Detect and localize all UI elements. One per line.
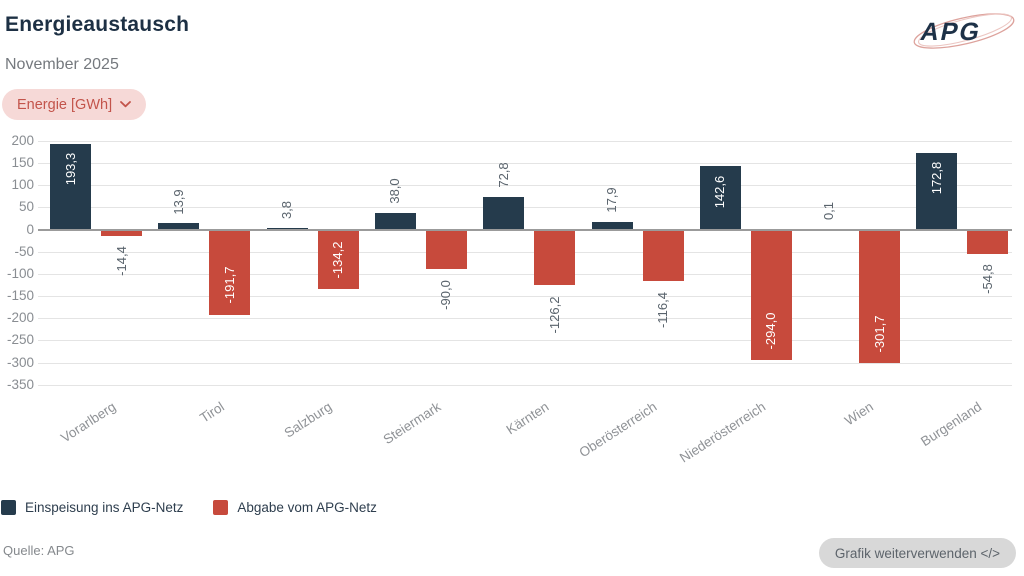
bar-einspeisung-Niederösterreich[interactable] xyxy=(699,166,741,230)
legend-swatch-icon xyxy=(213,500,229,515)
bar-abgabe-Kärnten[interactable] xyxy=(534,229,576,286)
bar-value-label: -90,0 xyxy=(438,280,454,310)
y-axis-tick-label: 50 xyxy=(18,199,34,215)
bar-einspeisung-Vorarlberg[interactable] xyxy=(50,143,91,230)
x-axis-line xyxy=(38,228,1012,231)
period-subtitle: November 2025 xyxy=(5,56,119,73)
page-title: Energieaustausch xyxy=(5,13,190,36)
bar-value-label: -14,4 xyxy=(113,246,129,277)
bar-value-label: 172,8 xyxy=(928,162,944,195)
y-gridline xyxy=(38,318,1012,320)
y-gridline xyxy=(38,140,1012,142)
x-axis-label-Kärnten: Kärnten xyxy=(503,399,552,438)
y-axis-tick-label: -350 xyxy=(6,376,34,392)
bar-value-label: 17,9 xyxy=(604,187,619,213)
bar-value-label: 13,9 xyxy=(170,188,186,215)
legend-label: Abgabe vom APG-Netz xyxy=(237,500,377,515)
chevron-down-icon xyxy=(120,101,131,108)
x-axis-label-Tirol: Tirol xyxy=(196,399,227,426)
bar-abgabe-Vorarlberg[interactable] xyxy=(101,229,142,236)
y-gridline xyxy=(38,163,1012,164)
y-axis-tick-label: 100 xyxy=(11,177,34,193)
x-axis-label-Steiermark: Steiermark xyxy=(380,399,444,448)
legend-item[interactable]: Abgabe vom APG-Netz xyxy=(213,500,377,515)
bar-value-label: -126,2 xyxy=(546,296,562,334)
x-axis-label-Salzburg: Salzburg xyxy=(281,399,335,441)
y-axis-tick-label: 0 xyxy=(26,221,34,237)
bar-einspeisung-Burgenland[interactable] xyxy=(916,152,958,230)
y-axis-tick-label: 150 xyxy=(11,155,34,170)
y-gridline xyxy=(38,340,1012,342)
y-gridline xyxy=(38,296,1012,297)
y-axis-tick-label: -150 xyxy=(6,288,34,303)
y-gridline xyxy=(38,207,1012,209)
bar-value-label: 142,6 xyxy=(712,175,728,208)
bar-value-label: -134,2 xyxy=(330,241,346,279)
x-axis-label-Burgenland: Burgenland xyxy=(918,399,985,450)
y-gridline xyxy=(38,185,1012,187)
unit-selector-dropdown[interactable]: Energie [GWh] xyxy=(2,89,147,120)
bar-abgabe-Burgenland[interactable] xyxy=(967,229,1009,254)
y-gridline xyxy=(38,384,1012,386)
y-gridline xyxy=(38,273,1012,275)
bar-einspeisung-Steiermark[interactable] xyxy=(374,212,416,230)
bar-abgabe-Tirol[interactable] xyxy=(209,229,251,315)
bar-value-label: 38,0 xyxy=(387,178,403,204)
bar-value-label: -54,8 xyxy=(979,264,995,295)
bar-einspeisung-Kärnten[interactable] xyxy=(483,197,525,230)
y-axis-tick-label: -250 xyxy=(6,332,34,348)
chart-legend: Einspeisung ins APG-Netz Abgabe vom APG-N… xyxy=(1,500,377,515)
x-axis-label-Wien: Wien xyxy=(842,399,877,429)
x-axis-label-Niederösterreich: Niederösterreich xyxy=(676,399,768,466)
bar-value-label: 3,8 xyxy=(279,200,295,219)
y-axis-tick-label: -100 xyxy=(6,265,34,281)
source-note: Quelle: APG xyxy=(3,543,75,558)
logo-text: APG xyxy=(918,18,984,46)
legend-item[interactable]: Einspeisung ins APG-Netz xyxy=(1,500,183,515)
y-gridline xyxy=(38,362,1012,364)
bar-einspeisung-Oberösterreich[interactable] xyxy=(591,221,633,230)
bar-abgabe-Niederösterreich[interactable] xyxy=(750,229,792,360)
apg-logo: APG xyxy=(910,4,1018,63)
bar-abgabe-Steiermark[interactable] xyxy=(425,229,467,270)
bar-value-label: -191,7 xyxy=(221,266,237,304)
bar-value-label: 193,3 xyxy=(62,153,78,186)
y-gridline xyxy=(38,251,1012,253)
y-axis-tick-label: -200 xyxy=(6,310,34,326)
x-axis-label-Vorarlberg: Vorarlberg xyxy=(57,399,119,446)
y-axis-tick-label: -50 xyxy=(14,243,34,259)
bar-value-label: -301,7 xyxy=(871,315,887,353)
reuse-graphic-button[interactable]: Grafik weiterverwenden </> xyxy=(818,538,1016,568)
y-axis-tick-label: 200 xyxy=(11,132,34,148)
bar-abgabe-Oberösterreich[interactable] xyxy=(642,229,684,282)
bar-value-label: 0,1 xyxy=(820,202,836,221)
bar-einspeisung-Tirol[interactable] xyxy=(158,223,200,230)
y-axis-tick-label: -300 xyxy=(6,354,34,370)
legend-swatch-icon xyxy=(1,500,16,515)
bar-value-label: 72,8 xyxy=(495,162,511,189)
bar-abgabe-Salzburg[interactable] xyxy=(317,229,359,290)
legend-label: Einspeisung ins APG-Netz xyxy=(25,500,184,515)
bar-abgabe-Wien[interactable] xyxy=(859,229,901,364)
unit-selector-label: Energie [GWh] xyxy=(17,96,113,113)
bar-value-label: -116,4 xyxy=(655,292,670,329)
bar-value-label: -294,0 xyxy=(763,312,779,350)
logo-swoosh-icon xyxy=(913,13,1015,49)
x-axis-label-Oberösterreich: Oberösterreich xyxy=(576,399,660,461)
